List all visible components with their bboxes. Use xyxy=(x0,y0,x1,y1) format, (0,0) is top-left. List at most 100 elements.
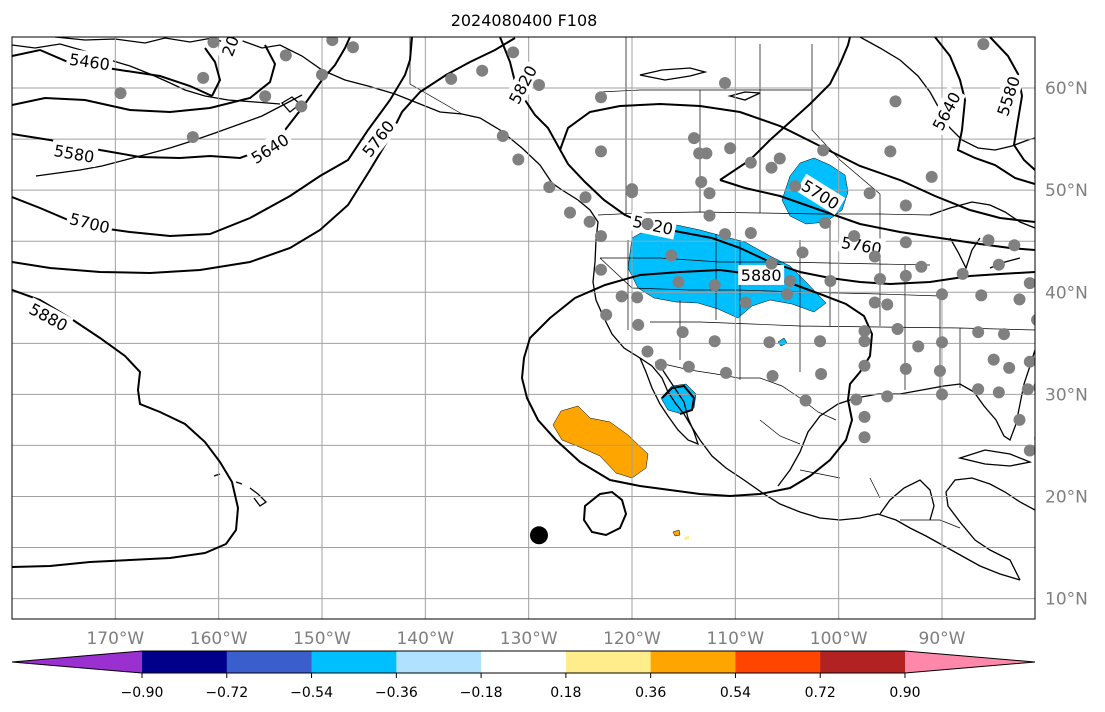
station-marker xyxy=(773,152,786,165)
hudson-bay xyxy=(859,37,1035,151)
closed-contour-small xyxy=(582,490,628,537)
contour-label-background xyxy=(216,37,244,62)
station-marker xyxy=(654,358,667,371)
station-marker xyxy=(688,132,700,145)
station-marker xyxy=(858,325,871,338)
station-marker xyxy=(1013,413,1026,426)
pacific-nw-coast xyxy=(577,199,1021,581)
station-marker xyxy=(982,234,995,247)
station-marker xyxy=(641,345,654,358)
station-marker xyxy=(703,187,716,200)
contour-5880-east xyxy=(520,268,874,498)
station-marker xyxy=(998,328,1010,341)
station-marker xyxy=(819,216,832,229)
latitude-tick-label: 30°N xyxy=(1045,385,1088,405)
station-marker xyxy=(766,369,779,382)
station-marker xyxy=(600,308,613,321)
station-marker xyxy=(665,249,678,262)
station-marker xyxy=(824,275,837,288)
colorbar-extend-high xyxy=(905,651,1035,673)
station-marker xyxy=(719,228,731,241)
alaska-coastline xyxy=(54,37,579,201)
longitude-tick-label: 90°W xyxy=(919,629,966,649)
height-contours xyxy=(12,37,1035,568)
station-marker xyxy=(631,291,644,304)
station-marker xyxy=(507,46,520,59)
colorbar-tick-label: −0.18 xyxy=(460,685,503,701)
station-marker xyxy=(259,90,272,103)
station-marker xyxy=(583,215,596,228)
station-marker xyxy=(915,260,928,273)
mexico-borders xyxy=(759,419,961,529)
station-marker xyxy=(936,388,948,401)
station-marker xyxy=(899,269,912,282)
latitude-tick-label: 20°N xyxy=(1045,487,1088,507)
station-marker xyxy=(848,230,861,243)
station-marker xyxy=(899,362,912,375)
station-marker xyxy=(956,267,969,280)
station-marker xyxy=(496,130,509,143)
contour-label-background xyxy=(356,114,401,163)
station-marker xyxy=(595,263,607,276)
ocean-background xyxy=(12,37,1035,619)
colorbar-segment xyxy=(142,651,228,673)
station-marker xyxy=(533,78,545,91)
station-marker xyxy=(868,250,881,263)
station-marker xyxy=(765,257,778,270)
contour-5640-east xyxy=(934,37,1035,185)
colorbar-tick-label: 0.90 xyxy=(889,685,920,701)
contour-label-background xyxy=(991,70,1025,121)
latitude-tick-label: 60°N xyxy=(1045,79,1088,99)
station-marker xyxy=(992,386,1005,399)
baja-california xyxy=(639,357,700,446)
alaska-peninsula xyxy=(35,94,303,177)
shaded-region-orange-small xyxy=(672,529,681,537)
station-marker xyxy=(765,161,778,174)
stations-layer xyxy=(114,37,1035,545)
station-marker xyxy=(814,335,827,348)
station-marker xyxy=(708,335,721,348)
shaded-region-yellow-small xyxy=(684,536,689,540)
station-marker xyxy=(114,87,127,100)
longitude-tick-label: 130°W xyxy=(500,629,558,649)
contour-5520 xyxy=(204,47,222,97)
station-marker xyxy=(695,175,708,188)
station-marker xyxy=(719,76,731,89)
station-marker xyxy=(744,156,757,169)
contour-5460 xyxy=(12,48,213,97)
border-us-mexico xyxy=(654,361,837,421)
station-marker xyxy=(789,180,802,193)
contour-label-background xyxy=(65,48,114,75)
colorbar-tick-label: 0.72 xyxy=(805,685,836,701)
yucatan xyxy=(879,479,935,521)
station-marker xyxy=(874,272,886,285)
station-marker xyxy=(326,37,339,47)
station-marker xyxy=(796,246,809,259)
gridlines xyxy=(12,37,1035,619)
station-marker xyxy=(186,131,199,144)
latitude-tick-label: 50°N xyxy=(1045,181,1088,201)
map-panel: 5460558056405700576058205820588057005760… xyxy=(12,37,1035,619)
station-marker xyxy=(858,359,871,372)
contour-label-background xyxy=(738,264,785,285)
station-marker xyxy=(476,64,489,77)
coastlines xyxy=(12,37,1035,581)
colorbar-segment xyxy=(735,651,821,673)
contour-label: 20 xyxy=(216,37,244,62)
contour-5760-east xyxy=(559,102,1035,223)
contour-5760 xyxy=(12,37,516,275)
gulf-coast xyxy=(777,349,1035,487)
station-marker xyxy=(615,290,628,303)
station-marker xyxy=(632,318,645,331)
station-marker xyxy=(881,390,894,403)
station-marker xyxy=(1008,239,1021,252)
contour-5580 xyxy=(12,44,277,114)
station-marker xyxy=(1023,444,1035,457)
station-marker xyxy=(858,431,871,444)
station-marker xyxy=(347,41,359,54)
station-marker xyxy=(889,95,902,108)
longitude-tick-label: 100°W xyxy=(810,629,868,649)
station-marker xyxy=(863,187,876,200)
station-marker xyxy=(899,236,912,249)
